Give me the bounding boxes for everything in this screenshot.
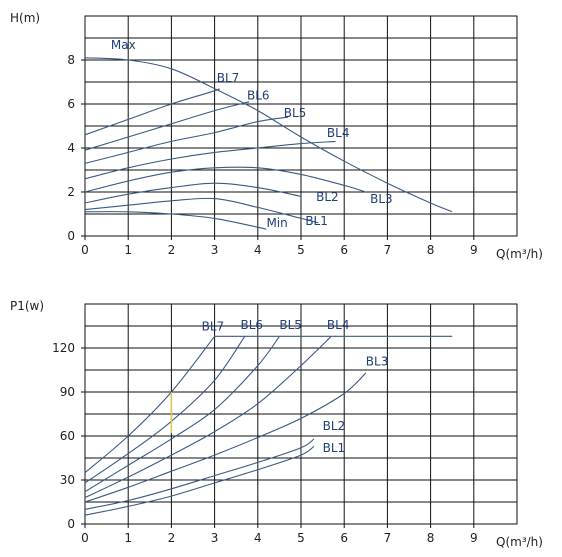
x-tick-label: 7 <box>384 243 392 257</box>
x-axis-title: Q(m³/h) <box>496 535 543 549</box>
gridlines <box>85 304 517 524</box>
curve-bl6 <box>84 101 250 151</box>
y-tick-label: 0 <box>67 229 75 243</box>
curve-label-bl2: BL2 <box>316 190 339 204</box>
x-tick-label: 1 <box>124 531 132 545</box>
curve-bl7 <box>84 88 220 136</box>
y-tick-label: 30 <box>60 473 75 487</box>
curve-bl3 <box>84 372 367 503</box>
curve-bl2 <box>84 438 315 510</box>
curve-label-bl5: BL5 <box>284 106 307 120</box>
y-tick-label: 90 <box>60 385 75 399</box>
y-axis-title: P1(w) <box>10 299 44 313</box>
curve-label-max: Max <box>111 38 136 52</box>
curve-max <box>84 57 453 213</box>
y-axis-title: H(m) <box>10 11 40 25</box>
curve-min <box>84 211 267 230</box>
x-tick-label: 6 <box>340 243 348 257</box>
curve-label-bl3: BL3 <box>370 192 393 206</box>
curve-label-bl7: BL7 <box>217 71 240 85</box>
curve-label-bl4: BL4 <box>327 318 350 332</box>
y-tick-label: 60 <box>60 429 75 443</box>
x-tick-label: 2 <box>168 243 176 257</box>
x-tick-label: 5 <box>297 531 305 545</box>
curve-bl4 <box>84 140 336 180</box>
x-tick-label: 4 <box>254 531 262 545</box>
x-tick-label: 4 <box>254 243 262 257</box>
curve-bl3 <box>84 166 366 193</box>
curve-label-bl2: BL2 <box>323 419 346 433</box>
curve-bl6 <box>84 335 246 484</box>
x-tick-label: 2 <box>168 531 176 545</box>
curve-label-bl6: BL6 <box>241 318 264 332</box>
x-tick-label: 8 <box>427 243 435 257</box>
gridlines <box>85 16 517 236</box>
curve-bl1 <box>84 197 319 224</box>
curve-bl7 <box>84 335 216 474</box>
curve-label-min: Min <box>266 216 287 230</box>
series-curves <box>84 335 453 516</box>
curve-label-bl5: BL5 <box>279 318 302 332</box>
y-tick-label: 0 <box>67 517 75 531</box>
x-tick-label: 7 <box>384 531 392 545</box>
y-tick-label: 120 <box>52 341 75 355</box>
x-axis-title: Q(m³/h) <box>496 247 543 261</box>
y-tick-label: 8 <box>67 53 75 67</box>
x-tick-label: 5 <box>297 243 305 257</box>
x-tick-label: 0 <box>81 243 89 257</box>
curve-label-bl4: BL4 <box>327 126 350 140</box>
curve-label-bl7: BL7 <box>202 319 225 333</box>
curve-label-bl3: BL3 <box>366 355 389 369</box>
curve-bl4 <box>84 335 332 499</box>
x-tick-label: 9 <box>470 531 478 545</box>
curve-bl1 <box>84 445 315 516</box>
curve-label-bl1: BL1 <box>323 441 346 455</box>
x-tick-label: 1 <box>124 243 132 257</box>
x-tick-label: 3 <box>211 531 219 545</box>
x-tick-label: 8 <box>427 531 435 545</box>
x-tick-label: 9 <box>470 243 478 257</box>
x-tick-label: 0 <box>81 531 89 545</box>
x-tick-label: 3 <box>211 243 219 257</box>
series-curves <box>84 57 453 230</box>
curve-bl2 <box>84 182 302 204</box>
curve-label-bl6: BL6 <box>247 89 270 103</box>
curve-label-bl1: BL1 <box>305 214 328 228</box>
curve-bl5 <box>84 335 280 493</box>
head-chart: 0 1 2 3 4 5 6 7 8 9 0 2 4 6 8 H(m) Q(m³/h) Max BL7 BL6 BL5 BL… <box>10 11 543 261</box>
y-tick-label: 4 <box>67 141 75 155</box>
curve-bl5 <box>84 116 289 164</box>
y-tick-label: 6 <box>67 97 75 111</box>
x-tick-label: 6 <box>340 531 348 545</box>
y-tick-label: 2 <box>67 185 75 199</box>
